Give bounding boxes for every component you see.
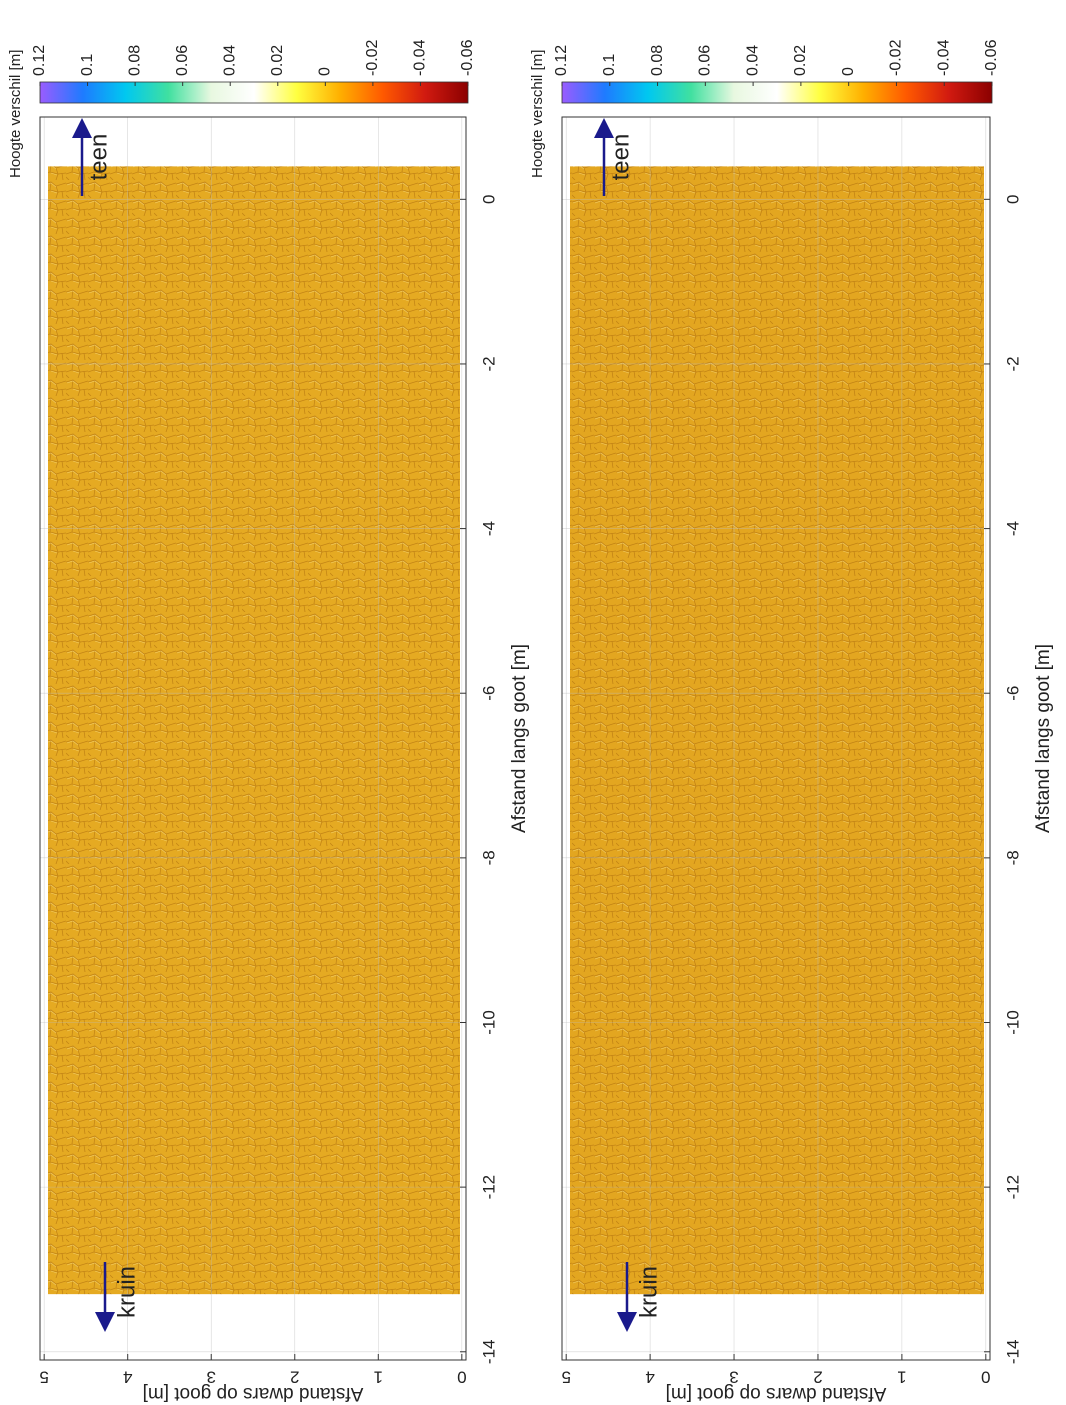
colorbar-tick-label: 0.08	[649, 45, 666, 76]
y-tick-label: 2	[813, 1368, 822, 1387]
colorbar-tick-label: 0	[840, 67, 857, 76]
annotation: teen	[607, 134, 634, 181]
colorbar-tick-label: 0	[317, 67, 334, 76]
x-tick-label: -14	[479, 1339, 498, 1364]
annotation: kruin	[113, 1266, 140, 1318]
y-tick-label: 1	[897, 1368, 906, 1387]
colorbar-label: Hoogte verschil [m]	[529, 50, 546, 178]
x-axis-title: Afstand langs goot [m]	[509, 644, 530, 833]
colorbar-tick-label: 0.08	[126, 45, 143, 76]
colorbar-tick-label: 0.02	[269, 45, 286, 76]
x-tick-label: 0	[479, 195, 498, 204]
colorbar-tick-label: -0.04	[935, 39, 952, 76]
y-tick-label: 5	[39, 1368, 48, 1387]
surface-texture	[570, 166, 984, 1295]
y-tick-label: 4	[645, 1368, 654, 1387]
x-axis-title: Afstand langs goot [m]	[1033, 644, 1054, 833]
x-tick-label: -2	[1003, 356, 1022, 371]
y-tick-label: 1	[374, 1368, 383, 1387]
surface-texture	[48, 166, 460, 1295]
y-tick-label: 3	[729, 1368, 738, 1387]
colorbar-tick-label: 0.04	[744, 45, 761, 76]
colorbar-tick-label: 0.06	[697, 45, 714, 76]
colorbar-tick-label: -0.06	[983, 39, 1000, 76]
y-axis-title: Afstand dwars op goot [m]	[143, 1383, 364, 1404]
colorbar-tick-label: -0.04	[412, 39, 429, 76]
plot-frame	[39, 116, 467, 1361]
x-tick-label: -14	[1003, 1339, 1022, 1364]
colorbar-tick-label: 0.06	[174, 45, 191, 76]
annotation: teen	[85, 134, 112, 181]
x-tick-label: -12	[479, 1175, 498, 1200]
y-tick-label: 3	[207, 1368, 216, 1387]
x-tick-label: -6	[479, 686, 498, 701]
panel: 0 1 2 3 4 5 0 -2 -4 -6 -8 -10 -12 -14 Afstand dwars op…	[529, 39, 1054, 1404]
panel: 0 1 2 3 4 5 0 -2 -4 -6 -8 -10 -12 -14 Afstand dwars op…	[7, 39, 530, 1404]
colorbar-tick-label: -0.06	[459, 39, 476, 76]
colorbar-tick-label: 0.04	[221, 45, 238, 76]
colorbar-tick-label: 0.12	[553, 45, 570, 76]
colorbar-tick-label: -0.02	[364, 39, 381, 76]
x-tick-label: -8	[1003, 850, 1022, 865]
colorbar	[561, 81, 993, 104]
colorbar-tick-label: 0.1	[601, 54, 618, 76]
x-tick-label: -12	[1003, 1175, 1022, 1200]
x-tick-label: 0	[1003, 195, 1022, 204]
y-axis-title: Afstand dwars op goot [m]	[666, 1383, 887, 1404]
colorbar	[39, 81, 469, 104]
x-tick-label: -4	[1003, 521, 1022, 536]
colorbar-tick-label: 0.12	[31, 45, 48, 76]
colorbar-tick-label: -0.02	[888, 39, 905, 76]
y-tick-label: 2	[290, 1368, 299, 1387]
y-tick-label: 5	[561, 1368, 570, 1387]
x-tick-label: -6	[1003, 686, 1022, 701]
colorbar-tick-label: 0.1	[79, 54, 96, 76]
plot-frame	[561, 116, 991, 1361]
x-tick-label: -4	[479, 521, 498, 536]
colorbar-label: Hoogte verschil [m]	[7, 50, 24, 178]
x-tick-label: -8	[479, 850, 498, 865]
y-tick-label: 4	[123, 1368, 132, 1387]
colorbar-tick-label: 0.02	[792, 45, 809, 76]
x-tick-label: -2	[479, 356, 498, 371]
annotation: kruin	[635, 1266, 662, 1318]
x-tick-label: -10	[479, 1010, 498, 1035]
y-tick-label: 0	[457, 1368, 466, 1387]
y-tick-label: 0	[981, 1368, 990, 1387]
x-tick-label: -10	[1003, 1010, 1022, 1035]
